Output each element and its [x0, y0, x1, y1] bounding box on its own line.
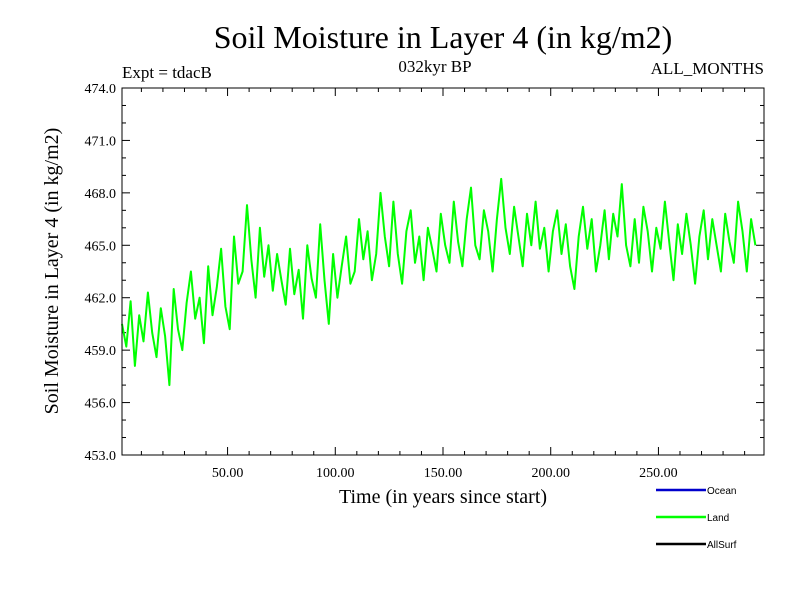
x-tick-label: 200.00: [531, 466, 570, 481]
legend-label-land: Land: [707, 513, 729, 524]
x-axis-ticks: 50.00 100.00 150.00 200.00 250.00: [140, 88, 746, 481]
experiment-label: Expt = tdacB: [122, 63, 212, 82]
y-tick-label: 468.0: [85, 187, 117, 202]
period-label: 032kyr BP: [398, 57, 471, 76]
legend-label-allsurf: AllSurf: [707, 540, 737, 551]
months-label: ALL_MONTHS: [651, 59, 764, 78]
y-tick-label: 462.0: [85, 292, 117, 307]
chart-title: Soil Moisture in Layer 4 (in kg/m2): [214, 19, 673, 55]
y-axis-ticks: 453.0 456.0 459.0 462.0 465.0 468.0 471.0 474.0: [85, 82, 764, 464]
y-tick-label: 453.0: [85, 449, 117, 464]
x-tick-label: 100.00: [316, 466, 355, 481]
plot-frame: [121, 87, 765, 456]
legend-label-ocean: Ocean: [707, 486, 736, 497]
y-tick-label: 459.0: [85, 344, 117, 359]
y-tick-label: 465.0: [85, 239, 117, 254]
plot-area: [121, 177, 757, 387]
x-tick-label: 250.00: [639, 466, 678, 481]
x-tick-label: 150.00: [424, 466, 463, 481]
series-line-land: [121, 177, 757, 387]
legend: Ocean Land AllSurf: [656, 486, 737, 551]
x-tick-label: 50.00: [212, 466, 244, 481]
y-tick-label: 474.0: [85, 82, 117, 97]
x-axis-label: Time (in years since start): [339, 486, 547, 508]
y-axis-label: Soil Moisture in Layer 4 (in kg/m2): [41, 128, 63, 415]
y-tick-label: 471.0: [85, 134, 117, 149]
y-tick-label: 456.0: [85, 397, 117, 412]
